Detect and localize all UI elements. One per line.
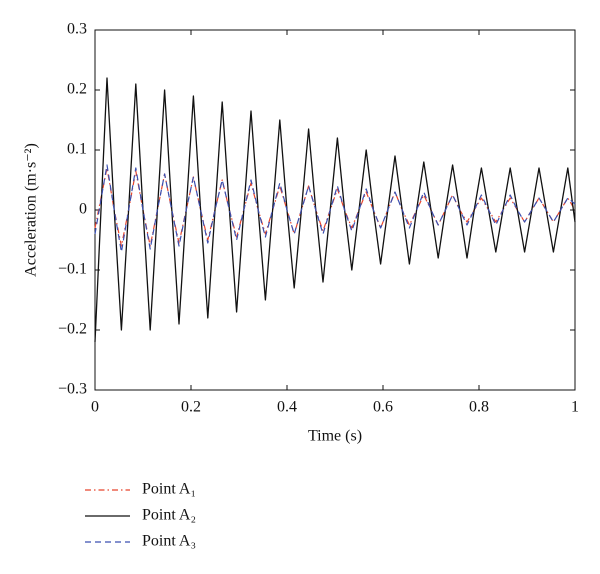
series-line (94, 164, 576, 253)
x-tick-label: 0 (91, 399, 99, 416)
x-tick-label: 0.2 (181, 399, 201, 416)
y-tick-label: 0.2 (67, 81, 87, 98)
y-tick-label: −0.3 (58, 381, 87, 398)
x-tick-label: 0.4 (277, 399, 297, 416)
legend-label: Point A₁ (142, 481, 196, 498)
x-tick-label: 0.8 (469, 399, 489, 416)
x-tick-label: 1 (571, 399, 579, 416)
y-axis-label: Acceleration (m·s⁻²) (23, 143, 40, 277)
y-tick-label: −0.1 (58, 261, 87, 278)
y-tick-label: 0.1 (67, 141, 87, 158)
x-axis-label: Time (s) (308, 428, 362, 445)
series-line (94, 77, 576, 343)
legend-label: Point A₂ (142, 507, 196, 524)
x-tick-label: 0.6 (373, 399, 393, 416)
legend-label: Point A₃ (142, 533, 196, 550)
y-tick-label: −0.2 (58, 321, 87, 338)
y-tick-label: 0 (79, 201, 87, 218)
y-tick-label: 0.3 (67, 21, 87, 38)
